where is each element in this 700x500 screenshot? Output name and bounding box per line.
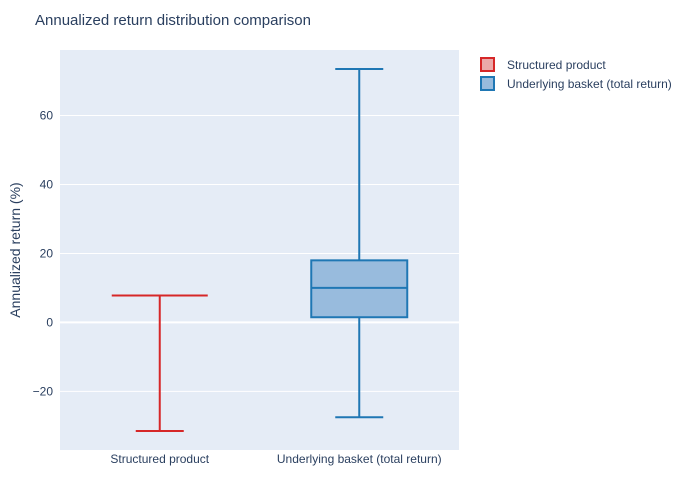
y-tick-label: 0 (46, 315, 53, 329)
x-tick-label: Underlying basket (total return) (277, 452, 442, 466)
y-axis-title: Annualized return (%) (7, 182, 23, 317)
y-tick-label: −20 (33, 384, 54, 398)
chart-title: Annualized return distribution compariso… (35, 12, 311, 29)
legend-item-2[interactable]: Underlying basket (total return) (480, 76, 672, 91)
x-axis-ticks: Structured product Underlying basket (tot… (110, 452, 441, 466)
y-tick-label: 40 (40, 177, 54, 191)
y-axis-ticks: −20 0 20 40 60 (33, 109, 54, 399)
legend-swatch (480, 76, 495, 91)
plot-area (60, 50, 459, 450)
legend-label: Structured product (507, 58, 606, 72)
legend[interactable]: Structured product Underlying basket (tot… (480, 57, 672, 91)
box-series (111, 67, 409, 433)
legend-item-1[interactable]: Structured product (480, 57, 606, 72)
box-1[interactable] (111, 294, 208, 433)
y-tick-label: 20 (40, 246, 54, 260)
grid-lines (60, 115, 459, 392)
legend-swatch (480, 57, 495, 72)
legend-label: Underlying basket (total return) (507, 77, 672, 91)
y-tick-label: 60 (40, 109, 54, 123)
box-2[interactable] (310, 67, 409, 419)
x-tick-label: Structured product (110, 452, 209, 466)
